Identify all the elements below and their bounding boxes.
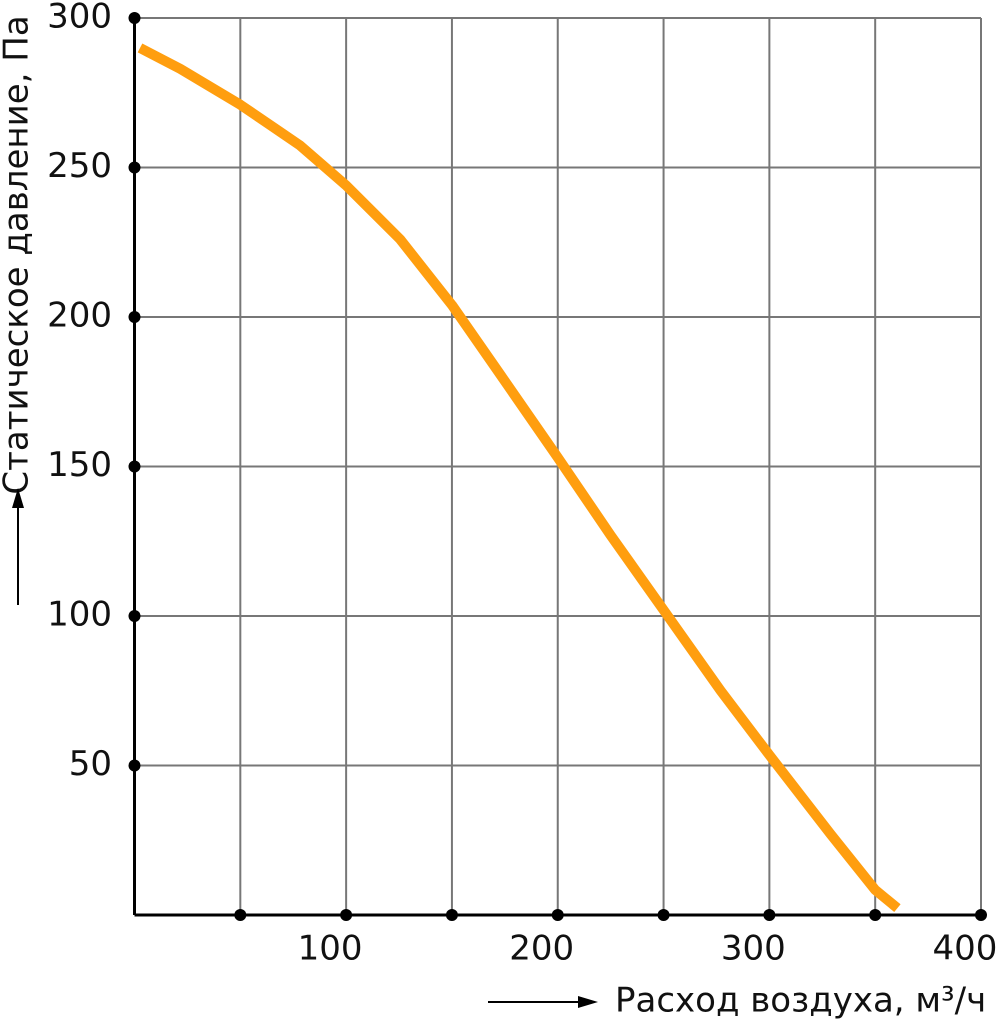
y-tick-label: 150 xyxy=(47,445,112,485)
x-tick-label: 300 xyxy=(721,929,786,969)
x-tick-label: 100 xyxy=(298,929,363,969)
y-tick-mark xyxy=(128,460,141,473)
y-tick-mark xyxy=(128,759,141,772)
y-tick-mark xyxy=(128,610,141,622)
x-tick-mark xyxy=(234,909,247,921)
y-tick-label: 300 xyxy=(47,0,112,37)
x-axis-arrowhead xyxy=(578,996,598,1008)
x-tick-mark xyxy=(445,909,458,921)
y-tick-label: 100 xyxy=(47,595,112,635)
x-axis-title: Расход воздуха, м³/ч xyxy=(615,981,986,1021)
y-tick-mark xyxy=(128,311,141,323)
x-tick-mark xyxy=(975,909,987,921)
x-tick-label: 400 xyxy=(933,929,998,969)
x-tick-label: 200 xyxy=(509,929,574,969)
data-line xyxy=(137,43,901,912)
x-tick-mark xyxy=(340,909,353,921)
x-tick-mark xyxy=(551,909,564,921)
y-tick-label: 50 xyxy=(69,744,112,784)
x-tick-mark xyxy=(657,909,670,921)
y-tick-label: 200 xyxy=(47,296,112,336)
y-axis-arrowhead xyxy=(12,488,24,508)
x-tick-mark xyxy=(869,909,882,921)
y-axis-title: Статическое давление, Па xyxy=(0,15,37,494)
x-tick-mark xyxy=(763,909,776,921)
y-tick-label: 250 xyxy=(47,146,112,186)
y-tick-mark xyxy=(128,161,141,174)
y-tick-mark xyxy=(128,12,141,24)
